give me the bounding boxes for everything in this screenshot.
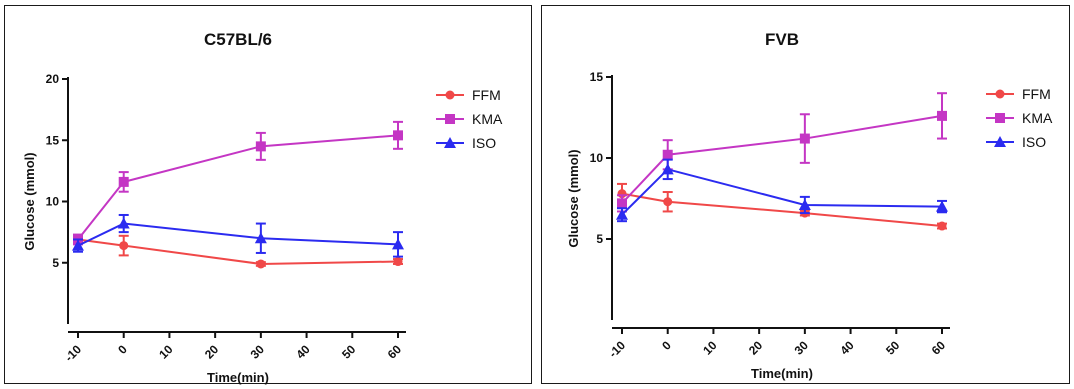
- data-point-kma: [799, 133, 810, 144]
- data-point-ffm: [663, 197, 673, 207]
- chart-panel-fvb: FVB 5 10 15 -10 0 10 20 30 40 50 60 Time(min) Glucose…: [541, 5, 1070, 384]
- legend-item-iso: ISO: [436, 135, 496, 151]
- legend-item-ffm: FFM: [436, 87, 501, 103]
- data-point-iso: [254, 232, 267, 244]
- legend-label: KMA: [1022, 110, 1053, 126]
- y-tick-label: 10: [590, 151, 604, 165]
- legend-label: ISO: [472, 135, 496, 151]
- x-tick-label: 20: [746, 338, 766, 358]
- legend-item-iso: ISO: [986, 134, 1046, 150]
- y-tick-label: 20: [46, 72, 60, 86]
- y-tick-label: 15: [46, 133, 60, 147]
- x-axis-label: Time(min): [751, 366, 813, 381]
- chart-svg: C57BL/6 5 10 15 20 -10 0 10 20 30 40 50 60 Time(min) G…: [22, 30, 503, 385]
- chart-panel-c57bl6: C57BL/6 5 10 15 20 -10 0 10 20 30 40 50 60 Time(min) G…: [4, 5, 532, 385]
- data-point-iso: [936, 200, 948, 212]
- series-line-ffm: [621, 192, 943, 228]
- x-tick-label: 0: [659, 338, 674, 353]
- x-tick-label: 40: [293, 342, 313, 362]
- data-point-kma: [255, 141, 266, 152]
- series-line-kma: [77, 134, 399, 241]
- y-axis-label: Glucose (mmol): [22, 152, 37, 250]
- chart-svg: FVB 5 10 15 -10 0 10 20 30 40 50 60 Time(min) Glucose…: [566, 30, 1053, 381]
- series-kma: [73, 120, 403, 246]
- series-line-iso: [621, 168, 943, 216]
- x-tick-label: 30: [248, 342, 268, 362]
- legend-marker: [995, 113, 1005, 123]
- legend-marker: [995, 89, 1005, 99]
- x-tick-label: 60: [385, 342, 405, 362]
- series-ffm: [617, 182, 947, 231]
- data-point-iso: [798, 198, 811, 210]
- legend-label: FFM: [472, 87, 501, 103]
- data-point-kma: [393, 130, 403, 141]
- data-point-iso: [117, 217, 130, 229]
- series-line-kma: [621, 114, 943, 205]
- x-tick-label: 50: [883, 338, 903, 358]
- data-point-ffm: [937, 221, 947, 231]
- x-tick-label: 50: [339, 342, 359, 362]
- x-tick-label: -10: [62, 342, 84, 364]
- x-tick-label: 60: [929, 338, 949, 358]
- x-tick-label: 10: [156, 342, 176, 362]
- series-line-iso: [77, 222, 399, 247]
- data-point-ffm: [393, 257, 403, 267]
- chart-title: FVB: [765, 30, 799, 49]
- x-tick-label: -10: [606, 338, 628, 360]
- legend-label: KMA: [472, 111, 503, 127]
- y-tick-label: 15: [590, 70, 604, 84]
- y-tick-label: 5: [596, 232, 603, 246]
- legend-item-kma: KMA: [436, 111, 503, 127]
- series-line-ffm: [77, 238, 399, 265]
- x-tick-label: 0: [115, 342, 130, 357]
- x-axis-label: Time(min): [207, 370, 269, 385]
- x-tick-label: 10: [700, 338, 720, 358]
- legend-label: FFM: [1022, 86, 1051, 102]
- legend-item-ffm: FFM: [986, 86, 1051, 102]
- legend-marker: [994, 136, 1006, 147]
- data-point-ffm: [119, 241, 129, 251]
- y-axis-label: Glucose (mmol): [566, 149, 581, 247]
- data-point-kma: [118, 176, 129, 187]
- series-iso: [72, 213, 404, 258]
- series-kma: [617, 92, 947, 213]
- x-tick-label: 30: [792, 338, 812, 358]
- data-point-iso: [661, 163, 674, 175]
- data-point-ffm: [256, 259, 266, 269]
- y-tick-label: 5: [52, 256, 59, 270]
- data-point-kma: [937, 110, 947, 121]
- data-point-iso: [616, 208, 628, 220]
- legend-item-kma: KMA: [986, 110, 1053, 126]
- chart-title: C57BL/6: [204, 30, 272, 49]
- data-point-iso: [72, 239, 84, 251]
- x-tick-label: 40: [837, 338, 857, 358]
- y-tick-label: 10: [46, 195, 60, 209]
- data-point-kma: [662, 149, 673, 160]
- legend-marker: [444, 137, 456, 148]
- data-point-iso: [392, 238, 404, 250]
- legend-marker: [445, 114, 455, 124]
- legend-marker: [445, 90, 455, 100]
- data-point-kma: [617, 198, 627, 209]
- legend-label: ISO: [1022, 134, 1046, 150]
- series-iso: [616, 158, 948, 223]
- series-ffm: [73, 234, 403, 269]
- x-tick-label: 20: [202, 342, 222, 362]
